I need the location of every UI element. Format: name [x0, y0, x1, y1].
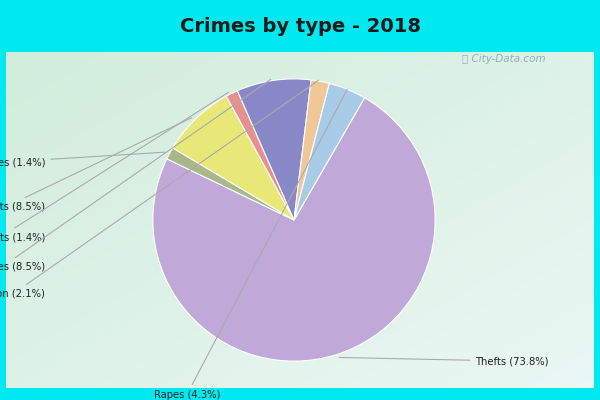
Wedge shape: [294, 80, 329, 220]
Text: Arson (2.1%): Arson (2.1%): [0, 80, 319, 299]
Text: Crimes by type - 2018: Crimes by type - 2018: [179, 16, 421, 36]
Text: Thefts (73.8%): Thefts (73.8%): [339, 356, 549, 366]
Wedge shape: [167, 148, 294, 220]
Wedge shape: [153, 98, 435, 361]
Text: ⓘ City-Data.com: ⓘ City-Data.com: [462, 54, 545, 64]
Wedge shape: [294, 83, 365, 220]
Wedge shape: [238, 79, 311, 220]
Text: Robberies (1.4%): Robberies (1.4%): [0, 152, 164, 167]
Wedge shape: [226, 91, 294, 220]
Text: Burglaries (8.5%): Burglaries (8.5%): [0, 79, 271, 272]
Text: Auto thefts (1.4%): Auto thefts (1.4%): [0, 92, 228, 242]
Wedge shape: [173, 96, 294, 220]
Text: Assaults (8.5%): Assaults (8.5%): [0, 118, 191, 212]
Text: Rapes (4.3%): Rapes (4.3%): [154, 89, 347, 400]
